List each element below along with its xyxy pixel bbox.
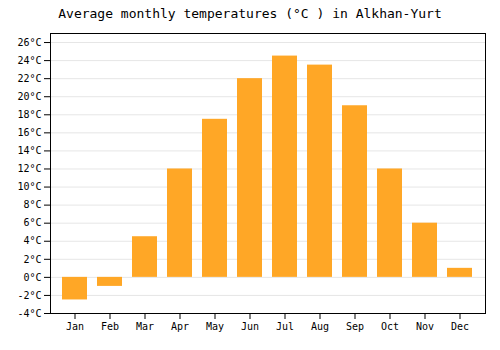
svg-text:Jun: Jun bbox=[241, 321, 259, 332]
svg-text:12°C: 12°C bbox=[17, 163, 41, 174]
svg-text:10°C: 10°C bbox=[17, 181, 41, 192]
svg-text:Feb: Feb bbox=[101, 321, 119, 332]
svg-text:8°C: 8°C bbox=[23, 199, 41, 210]
svg-text:26°C: 26°C bbox=[17, 37, 41, 48]
svg-text:24°C: 24°C bbox=[17, 55, 41, 66]
svg-text:Apr: Apr bbox=[171, 321, 189, 332]
svg-text:6°C: 6°C bbox=[23, 217, 41, 228]
svg-text:Aug: Aug bbox=[311, 321, 329, 332]
svg-text:20°C: 20°C bbox=[17, 91, 41, 102]
svg-text:-4°C: -4°C bbox=[17, 308, 41, 319]
svg-text:Jan: Jan bbox=[66, 321, 84, 332]
svg-text:Sep: Sep bbox=[346, 321, 364, 332]
svg-text:2°C: 2°C bbox=[23, 254, 41, 265]
svg-text:Mar: Mar bbox=[136, 321, 154, 332]
svg-text:0°C: 0°C bbox=[23, 272, 41, 283]
svg-text:Jul: Jul bbox=[276, 321, 294, 332]
html-text:Average monthly temperatures (: Average monthly temperatures (°C ) in Al… bbox=[58, 6, 442, 21]
svg-text:16°C: 16°C bbox=[17, 127, 41, 138]
svg-text:May: May bbox=[206, 321, 224, 332]
svg-text:Oct: Oct bbox=[381, 321, 399, 332]
svg-text:-2°C: -2°C bbox=[17, 290, 41, 301]
svg-text:Dec: Dec bbox=[451, 321, 469, 332]
svg-text:14°C: 14°C bbox=[17, 145, 41, 156]
svg-text:18°C: 18°C bbox=[17, 109, 41, 120]
svg-text:22°C: 22°C bbox=[17, 73, 41, 84]
svg-text:Nov: Nov bbox=[416, 321, 434, 332]
svg-text:4°C: 4°C bbox=[23, 235, 41, 246]
